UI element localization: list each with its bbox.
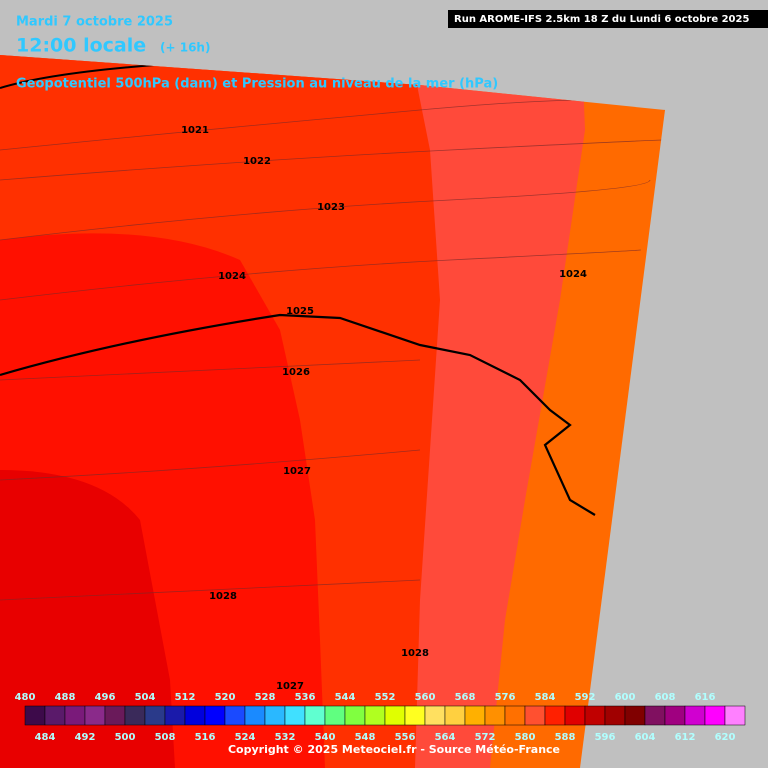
isobar-label: 1021 xyxy=(181,125,209,136)
colorbar-swatch xyxy=(664,705,686,726)
colorbar-label: 520 xyxy=(215,692,236,703)
colorbar-label: 580 xyxy=(515,732,536,743)
lead: (+ 16h) xyxy=(160,41,210,55)
colorbar-swatch xyxy=(44,705,66,726)
colorbar-swatch xyxy=(24,705,46,726)
field-title: Geopotentiel 500hPa (dam) et Pression au… xyxy=(16,77,498,92)
colorbar-swatch xyxy=(524,705,546,726)
isobar-label: 1023 xyxy=(317,202,345,213)
colorbar-swatch xyxy=(64,705,86,726)
colorbar-swatch xyxy=(564,705,586,726)
time: 12:00 locale xyxy=(16,35,146,57)
colorbar-label: 560 xyxy=(415,692,436,703)
colorbar-label: 492 xyxy=(75,732,96,743)
zone xyxy=(0,470,175,768)
colorbar-swatch xyxy=(164,705,186,726)
isobar-label: 1024 xyxy=(559,269,587,280)
colorbar-label: 620 xyxy=(715,732,736,743)
colorbar-swatch xyxy=(84,705,106,726)
colorbar-swatch xyxy=(224,705,246,726)
colorbar-swatch xyxy=(704,705,726,726)
colorbar-swatch xyxy=(344,705,366,726)
colorbar-label: 508 xyxy=(155,732,176,743)
colorbar-label: 568 xyxy=(455,692,476,703)
isobar-label: 1027 xyxy=(283,466,311,477)
colorbar-swatch xyxy=(364,705,386,726)
colorbar-label: 528 xyxy=(255,692,276,703)
colorbar-swatch xyxy=(404,705,426,726)
colorbar-label: 544 xyxy=(335,692,356,703)
colorbar-swatch xyxy=(624,705,646,726)
colorbar-label: 576 xyxy=(495,692,516,703)
colorbar-label: 488 xyxy=(55,692,76,703)
colorbar-label: 536 xyxy=(295,692,316,703)
colorbar-label: 484 xyxy=(35,732,56,743)
colorbar-swatch xyxy=(644,705,666,726)
colorbar-label: 596 xyxy=(595,732,616,743)
colorbar-label: 548 xyxy=(355,732,376,743)
isobar-label: 1026 xyxy=(282,367,310,378)
colorbar-swatch xyxy=(464,705,486,726)
colorbar-label: 616 xyxy=(695,692,716,703)
colorbar-swatch xyxy=(104,705,126,726)
colorbar-label: 572 xyxy=(475,732,496,743)
isobar-label: 1025 xyxy=(286,306,314,317)
isobar-labels: 1021 1022 1023 1024 1024 1025 1026 1027 1028 1028… xyxy=(181,125,587,692)
colorbar-label: 556 xyxy=(395,732,416,743)
isobar-label: 1028 xyxy=(209,591,237,602)
colorbar-swatch xyxy=(684,705,706,726)
border-line xyxy=(0,313,596,516)
colorbar-swatch xyxy=(244,705,266,726)
colorbar-swatch xyxy=(264,705,286,726)
colorbar-swatch xyxy=(204,705,226,726)
run-box xyxy=(448,10,768,28)
colorbar-label: 600 xyxy=(615,692,636,703)
colorbar-swatch xyxy=(384,705,406,726)
colorbar-swatch xyxy=(584,705,606,726)
colorbar-label: 564 xyxy=(435,732,456,743)
isobar-label: 1024 xyxy=(218,271,246,282)
colorbar-swatch xyxy=(424,705,446,726)
colorbar-label: 496 xyxy=(95,692,116,703)
colorbar-label: 504 xyxy=(135,692,156,703)
colorbar-label: 588 xyxy=(555,732,576,743)
colorbar-label: 532 xyxy=(275,732,296,743)
colorbar-swatch xyxy=(444,705,466,726)
colorbar-swatch xyxy=(304,705,326,726)
isobar-label: 1028 xyxy=(401,648,429,659)
colorbar-label: 480 xyxy=(15,692,36,703)
colorbar-swatch xyxy=(544,705,566,726)
colorbar-label: 604 xyxy=(635,732,656,743)
colorbar-swatch xyxy=(184,705,206,726)
colorbar-swatch xyxy=(724,705,746,726)
colorbar-label: 552 xyxy=(375,692,396,703)
colorbar-label: 608 xyxy=(655,692,676,703)
colorbar-swatch xyxy=(324,705,346,726)
isobar-label: 1022 xyxy=(243,156,271,167)
colorbar-label: 592 xyxy=(575,692,596,703)
colorbar: 480 484 488 492 496 500 504 508 512 516 520 524 528 5… xyxy=(15,692,746,743)
colorbar-swatch xyxy=(604,705,626,726)
colorbar-swatch xyxy=(484,705,506,726)
colorbar-label: 524 xyxy=(235,732,256,743)
isobar-label: 1027 xyxy=(276,681,304,692)
colorbar-label: 516 xyxy=(195,732,216,743)
colorbar-label: 512 xyxy=(175,692,196,703)
colorbar-label: 540 xyxy=(315,732,336,743)
colorbar-swatch xyxy=(504,705,526,726)
run: Run AROME-IFS 2.5km 18 Z du Lundi 6 octo… xyxy=(454,14,749,25)
colorbar-swatch xyxy=(124,705,146,726)
date: Mardi 7 octobre 2025 xyxy=(16,15,173,30)
colorbar-label: 612 xyxy=(675,732,696,743)
colorbar-swatch xyxy=(144,705,166,726)
copyright: Copyright © 2025 Meteociel.fr - Source M… xyxy=(228,743,560,756)
colorbar-label: 584 xyxy=(535,692,556,703)
colorbar-swatch xyxy=(284,705,306,726)
colorbar-label: 500 xyxy=(115,732,136,743)
